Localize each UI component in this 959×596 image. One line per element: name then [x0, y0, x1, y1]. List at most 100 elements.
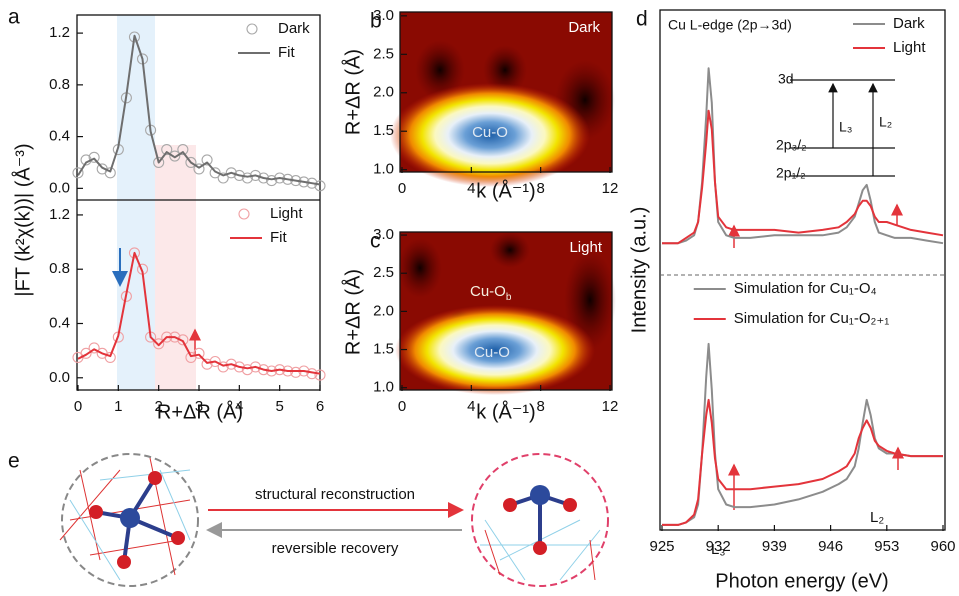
y-axis-label: R+ΔR (Å)	[341, 49, 364, 135]
legend-label: Fit	[270, 229, 287, 246]
data-point	[241, 364, 253, 376]
y-tick-label: 1.2	[49, 206, 70, 223]
data-point	[153, 338, 165, 350]
x-tick-label: 0	[398, 180, 406, 197]
y-tick-label: 1.5	[373, 341, 394, 358]
shell-region	[155, 145, 196, 200]
panel-label: d	[636, 8, 648, 31]
x-tick-label: 5	[275, 398, 283, 415]
y-tick-label: 2.0	[373, 84, 394, 101]
legend-marker	[246, 23, 258, 35]
data-point	[72, 167, 84, 179]
legend-label: Light	[270, 205, 303, 222]
data-point	[266, 175, 278, 187]
data-point	[193, 163, 205, 175]
annotation: Cu-O	[474, 344, 510, 361]
y-tick-label: 0.4	[49, 128, 70, 145]
panel-label: e	[8, 450, 20, 473]
y-tick-label: 0.8	[49, 76, 70, 93]
panel-label: b	[370, 10, 382, 33]
legend-label: Simulation for Cu₁-O₂₊₁	[734, 310, 890, 327]
x-tick-label: 1	[114, 398, 122, 415]
x-tick-label: 4	[467, 180, 475, 197]
y-tick-label: 3.0	[373, 7, 394, 24]
chart-title: Cu L-edge (2p→3d)	[668, 17, 792, 33]
x-tick-label: 925	[649, 538, 674, 555]
map-feature	[398, 238, 442, 298]
x-axis-label: k (Å⁻¹)	[476, 400, 535, 423]
data-point	[290, 366, 302, 378]
frame	[76, 14, 321, 391]
map-feature	[483, 45, 527, 95]
map-feature	[395, 305, 595, 395]
data-point	[217, 361, 229, 373]
y-tick-label: 2.5	[373, 45, 394, 62]
data-point	[185, 156, 197, 169]
x-tick-label: 939	[762, 538, 787, 555]
y-tick-label: 1.0	[373, 379, 394, 396]
y-tick-label: 3.0	[373, 226, 394, 243]
annotation: 2p₁/₂	[776, 165, 806, 181]
arrow-label: structural reconstruction	[255, 486, 415, 503]
frame	[659, 9, 946, 531]
data-point	[241, 172, 253, 184]
arrow-label: reversible recovery	[272, 540, 399, 557]
y-tick-label: 1.2	[49, 24, 70, 41]
map-feature	[390, 83, 590, 187]
annotation: Cu-O	[472, 124, 508, 141]
frame	[399, 231, 613, 391]
data-point	[104, 167, 116, 179]
series-line	[77, 251, 321, 375]
legend-label: Light	[893, 39, 926, 56]
x-tick-label: 12	[602, 180, 619, 197]
annotation: 3d	[778, 71, 794, 87]
x-tick-label: 6	[316, 398, 324, 415]
data-point	[314, 180, 326, 192]
x-tick-label: 8	[536, 180, 544, 197]
data-point	[314, 369, 326, 381]
y-tick-label: 1.0	[373, 161, 394, 178]
y-tick-label: 0.8	[49, 260, 70, 277]
legend-label: Simulation for Cu₁-O₄	[734, 280, 877, 297]
y-tick-label: 1.5	[373, 122, 394, 139]
legend-marker	[238, 208, 250, 220]
structure-light	[471, 453, 609, 587]
y-tick-label: 0.0	[49, 179, 70, 196]
shell-region	[155, 200, 196, 390]
data-point	[153, 156, 165, 169]
x-tick-label: 12	[602, 398, 619, 415]
y-tick-label: 2.5	[373, 264, 394, 281]
series-line	[77, 34, 321, 186]
data-point	[80, 347, 92, 359]
y-axis-label: |FT (k²χ(k))| (Å⁻³)	[11, 143, 34, 296]
data-point	[161, 143, 173, 156]
annotation: 2p₃/₂	[776, 137, 807, 153]
y-tick-label: 0.4	[49, 314, 70, 331]
annotation: L₃	[711, 541, 725, 558]
legend-label: Fit	[278, 44, 295, 61]
data-point	[177, 143, 189, 156]
annotation: Light	[569, 239, 602, 256]
x-tick-label: 4	[235, 398, 243, 415]
x-tick-label: 946	[818, 538, 843, 555]
data-point	[177, 334, 189, 346]
legend-label: Dark	[278, 20, 310, 37]
x-tick-label: 953	[874, 538, 899, 555]
energy-levels	[790, 79, 895, 177]
annotation: Cu-Ob	[470, 283, 512, 303]
data-point	[225, 167, 237, 179]
series-line	[662, 109, 944, 245]
data-point	[169, 150, 181, 162]
map-feature	[490, 232, 530, 268]
panel-label: a	[8, 6, 20, 29]
annotation: L₂	[879, 114, 892, 130]
annotation: Dark	[568, 19, 600, 36]
x-axis-label: R+ΔR (Å)	[157, 400, 243, 423]
frame	[399, 11, 613, 173]
annotation: L₂	[870, 509, 884, 526]
annotation-text: Cu-O	[470, 283, 506, 300]
x-tick-label: 8	[536, 398, 544, 415]
annotation: L₃	[839, 119, 853, 135]
x-tick-label: 0	[398, 398, 406, 415]
